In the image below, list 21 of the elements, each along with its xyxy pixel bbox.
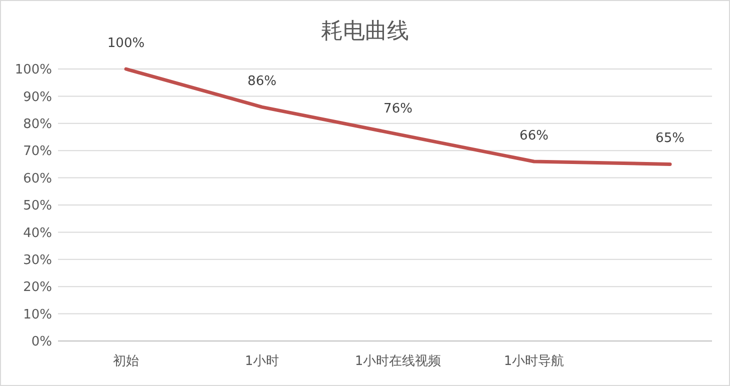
data-label: 100%: [107, 36, 145, 51]
y-tick-label: 90%: [23, 90, 52, 105]
y-tick-label: 40%: [23, 226, 52, 241]
y-tick-label: 10%: [23, 307, 52, 322]
data-label: 66%: [520, 128, 548, 144]
y-tick-label: 80%: [23, 116, 52, 132]
x-tick-label: 1小时: [244, 354, 280, 369]
x-tick-label: 1小时在线视频: [354, 354, 442, 369]
data-label: 76%: [384, 101, 412, 116]
x-tick-label: 1小时导航: [504, 354, 564, 369]
y-tick-label: 70%: [23, 144, 52, 160]
chart-title: 耗电曲线: [321, 19, 409, 44]
y-tick-label: 100%: [14, 62, 52, 78]
y-tick-label: 30%: [23, 252, 52, 268]
x-tick-label: 初始: [113, 354, 139, 369]
y-tick-label: 60%: [23, 171, 52, 186]
y-tick-label: 0%: [31, 334, 52, 350]
y-tick-label: 20%: [23, 280, 52, 296]
data-label: 65%: [656, 131, 684, 146]
data-label: 86%: [248, 74, 276, 90]
y-tick-label: 50%: [23, 198, 52, 214]
